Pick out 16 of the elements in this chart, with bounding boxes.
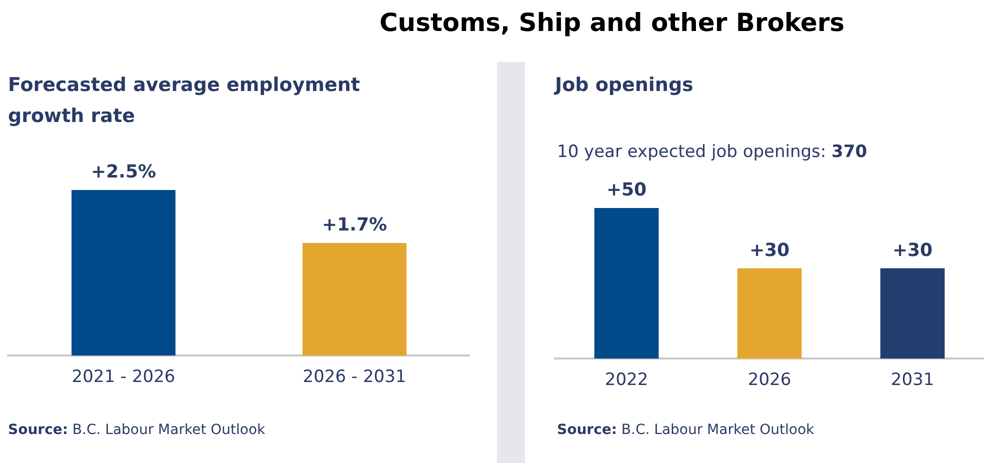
x-tick-label: 2022	[604, 370, 648, 390]
x-tick-label: 2021 - 2026	[72, 367, 176, 388]
data-label: +50	[606, 180, 647, 201]
data-label: +30	[749, 240, 790, 261]
data-label: +2.5%	[90, 162, 156, 183]
x-tick-label: 2026 - 2031	[302, 367, 406, 388]
chart-subtitle: Job openings	[555, 73, 694, 98]
data-label: +30	[892, 240, 933, 261]
chart-title: Forecasted average employment growth rate	[8, 73, 362, 129]
source-note: Source: B.C. Labour Market Outlook	[8, 422, 266, 438]
source-note: Source: B.C. Labour Market Outlook	[557, 422, 814, 438]
text: 10 year expected job openings: 370	[557, 142, 868, 162]
x-tick-label: 2031	[890, 370, 934, 390]
x-tick-label: 2026	[748, 370, 792, 390]
chart-title: Customs, Ship and other Brokers	[378, 8, 846, 37]
data-label: +1.7%	[322, 214, 388, 236]
